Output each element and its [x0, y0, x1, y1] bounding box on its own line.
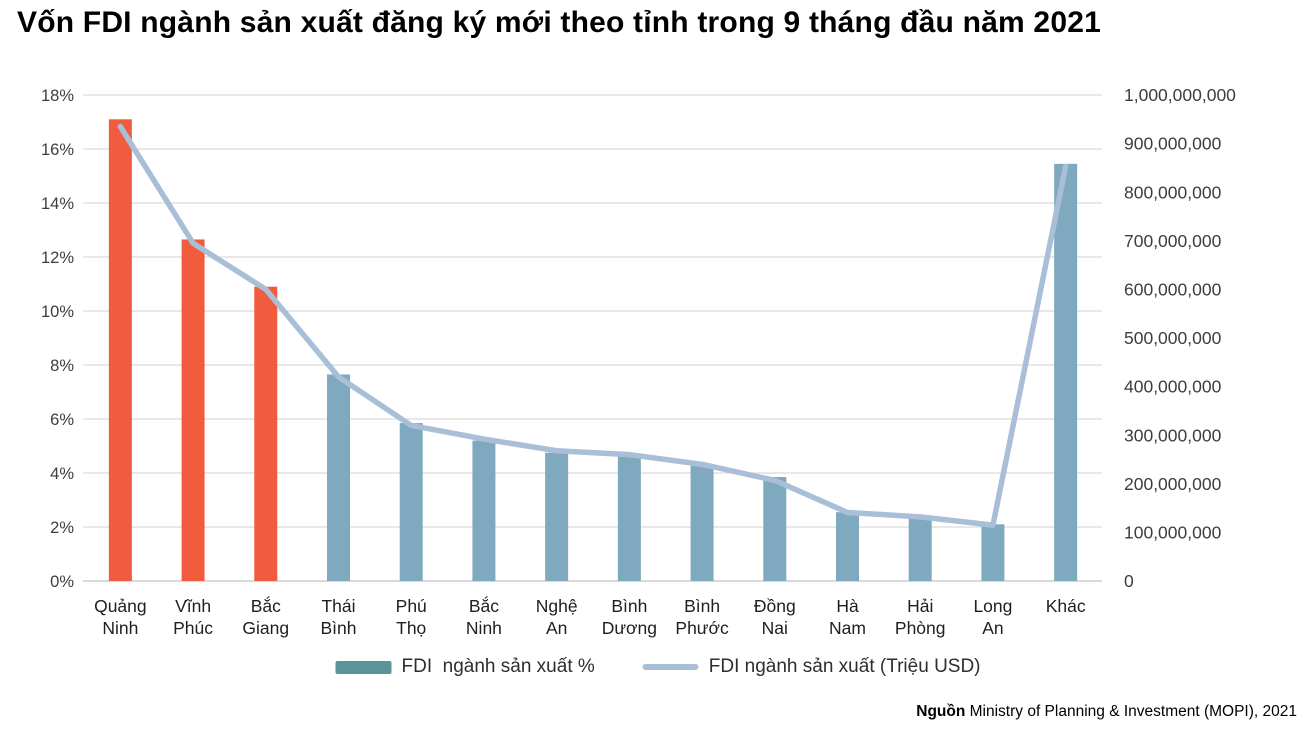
left-axis-tick-label: 4%: [50, 465, 74, 483]
category-label: Quảng: [94, 596, 147, 616]
chart-bar: [327, 374, 350, 581]
category-label: Hà: [836, 596, 859, 616]
legend-item-bar-series: FDI ngành sản xuất %: [335, 656, 595, 678]
right-axis-tick-label: 400,000,000: [1124, 377, 1222, 397]
left-axis-tick-label: 8%: [50, 357, 74, 375]
chart-bar: [836, 512, 859, 581]
category-label: Phú: [396, 596, 427, 616]
category-label: Thái: [321, 596, 355, 616]
category-label: An: [546, 618, 567, 638]
category-label: An: [982, 618, 1003, 638]
category-label: Hải: [907, 596, 933, 616]
chart-bar: [1054, 163, 1078, 581]
category-label: Thọ: [396, 618, 426, 638]
left-axis-tick-label: 6%: [50, 411, 74, 429]
category-label: Ninh: [466, 618, 502, 638]
category-label: Bắc: [251, 595, 281, 616]
source-text: Ministry of Planning & Investment (MOPI)…: [965, 703, 1297, 720]
category-label: Phúc: [173, 618, 213, 638]
category-label: Bình: [321, 618, 357, 638]
category-label: Khác: [1046, 596, 1086, 616]
fdi-combo-chart: 0% 2% 4% 6% 8% 10% 12% 14% 16% 18% 0 100,000,000 200…: [41, 85, 1236, 638]
source-note: Nguồn Ministry of Planning & Investment …: [916, 703, 1297, 721]
right-axis-tick-label: 200,000,000: [1124, 474, 1222, 494]
category-label: Nam: [829, 618, 866, 638]
category-label: Dương: [602, 618, 657, 638]
right-axis-tick-label: 900,000,000: [1124, 134, 1222, 154]
left-axis-tick-label: 14%: [41, 195, 74, 213]
category-label: Bắc: [469, 595, 499, 616]
legend-item-line-series: FDI ngành sản xuất (Triệu USD): [642, 656, 981, 678]
category-label: Đồng: [754, 596, 796, 616]
category-label: Phòng: [895, 618, 946, 638]
category-label: Bình: [611, 596, 647, 616]
left-axis-tick-label: 0%: [50, 573, 74, 591]
chart-bar: [908, 518, 932, 581]
category-label: Long: [973, 596, 1012, 616]
chart-bar: [545, 452, 569, 581]
right-axis-tick-label: 700,000,000: [1124, 231, 1222, 251]
chart-legend: FDI ngành sản xuất % FDI ngành sản xuất …: [335, 656, 981, 678]
chart-bar: [617, 455, 641, 581]
chart-bar: [690, 464, 714, 581]
right-axis-tick-label: 0: [1124, 571, 1134, 591]
right-axis-tick-label: 1,000,000,000: [1124, 85, 1236, 105]
category-label: Phước: [675, 618, 729, 638]
chart-bar: [108, 119, 132, 582]
chart-bar: [181, 239, 205, 581]
right-axis-tick-label: 500,000,000: [1124, 328, 1222, 348]
category-label: Ninh: [102, 618, 138, 638]
right-axis-tick-label: 600,000,000: [1124, 280, 1222, 300]
category-label: Nai: [762, 618, 788, 638]
right-axis-tick-label: 300,000,000: [1124, 425, 1222, 445]
left-axis-tick-label: 12%: [41, 249, 74, 267]
right-axis-tick-label: 100,000,000: [1124, 523, 1222, 543]
chart-bar: [399, 423, 423, 581]
legend-line-label: FDI ngành sản xuất (Triệu USD): [708, 656, 981, 677]
chart-title: Vốn FDI ngành sản xuất đăng ký mới theo …: [17, 6, 1101, 39]
category-label: Giang: [242, 618, 289, 638]
left-axis-tick-label: 16%: [41, 141, 74, 159]
category-label: Nghệ: [536, 596, 578, 616]
left-axis-tick-label: 10%: [41, 303, 74, 321]
chart-bar: [981, 524, 1005, 581]
legend-bar-swatch: [335, 660, 392, 674]
legend-bar-label: FDI ngành sản xuất %: [401, 656, 595, 677]
left-axis-tick-label: 2%: [50, 519, 74, 537]
chart-bar: [472, 440, 496, 581]
source-prefix: Nguồn: [916, 703, 966, 720]
chart-line: [117, 123, 1069, 528]
right-axis-tick-label: 800,000,000: [1124, 182, 1222, 202]
category-label: Vĩnh: [175, 596, 211, 616]
left-axis-tick-label: 18%: [41, 87, 74, 105]
category-label: Bình: [684, 596, 720, 616]
chart-bar: [254, 286, 278, 581]
chart-bar: [763, 477, 787, 581]
legend-line-swatch: [642, 664, 699, 670]
